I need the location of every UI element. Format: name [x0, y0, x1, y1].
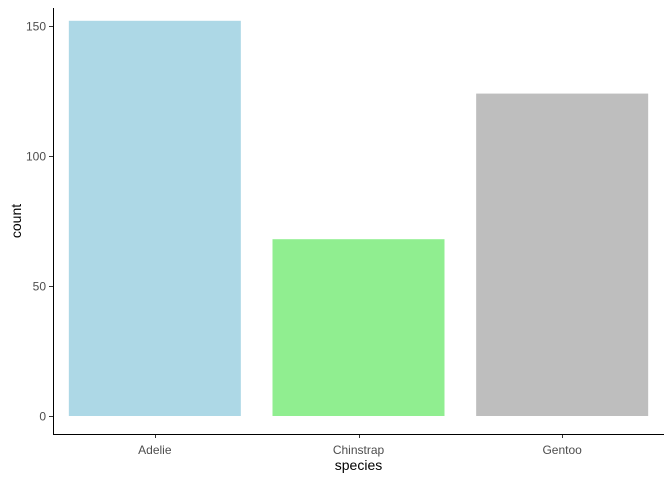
x-axis-ticks: Adelie Chinstrap Gentoo — [138, 434, 582, 457]
x-axis-title: species — [335, 457, 382, 473]
x-tick-label: Adelie — [138, 443, 172, 457]
y-tick-label: 100 — [26, 150, 46, 164]
y-axis-ticks: 0 50 100 150 — [26, 20, 53, 424]
y-tick-label: 0 — [39, 410, 46, 424]
bar-gentoo — [476, 93, 649, 416]
y-tick-label: 150 — [26, 20, 46, 34]
bar-adelie — [68, 20, 241, 417]
x-tick-label: Chinstrap — [333, 443, 385, 457]
y-axis-title: count — [8, 204, 24, 238]
bars-layer — [68, 20, 649, 417]
y-tick-label: 50 — [33, 280, 47, 294]
bar-chinstrap — [272, 239, 445, 416]
x-tick-label: Gentoo — [542, 443, 582, 457]
